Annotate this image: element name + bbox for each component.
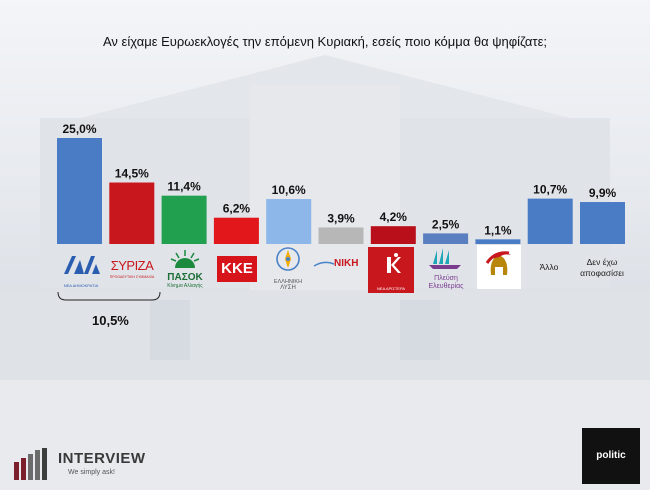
bar-value-label-10: 10,7%: [533, 183, 567, 197]
bar-value-label-11: 9,9%: [589, 186, 617, 200]
pasok-logo: ΠΑΣΟΚ Κίνημα Αλλαγής: [162, 248, 208, 289]
nd-logo: ΝΕΑ ΔΗΜΟΚΡΑΤΙΑ: [58, 250, 104, 288]
syriza-sublabel: ΠΡΟΟΔΕΥΤΙΚΗ ΣΥΜΜΑΧΙΑ: [109, 275, 155, 279]
nea-aristera-sublabel: ΝΕΑ ΑΡΙΣΤΕΡΑ: [377, 286, 405, 291]
interview-tagline: We simply ask!: [68, 469, 115, 476]
niki-logo: ΝΙΚΗ: [312, 254, 366, 274]
nea-aristera-icon: [387, 253, 401, 273]
bar-8: [423, 233, 469, 244]
bar-value-label-2: 14,5%: [115, 167, 149, 181]
elliniki-lysi-line1: ΕΛΛΗΝΙΚΗ: [273, 279, 303, 285]
ship-icon: [429, 248, 461, 269]
bar-value-label-6: 3,9%: [327, 211, 355, 225]
bar-value-label-3: 11,4%: [167, 180, 201, 194]
bar-5: [266, 199, 312, 244]
bar-11: [580, 202, 625, 244]
syriza-logo: ΣΥΡΙΖΑ ΠΡΟΟΔΕΥΤΙΚΗ ΣΥΜΜΑΧΙΑ: [108, 258, 156, 288]
politic-name: politic: [596, 450, 626, 461]
allo-text: Άλλο: [539, 262, 559, 272]
bar-6: [318, 227, 364, 244]
plefsi-line2: Ελευθερίας: [428, 282, 464, 290]
bar-value-label-8: 2,5%: [432, 217, 460, 231]
bar-10: [527, 198, 573, 244]
bar-2: [109, 182, 155, 244]
bar-9: [475, 239, 521, 244]
pasok-sun-icon: [170, 250, 200, 268]
interview-bars-icon: [14, 448, 47, 480]
plefsi-line1: Πλεύση: [434, 275, 458, 282]
bar-value-label-9: 1,1%: [484, 223, 512, 237]
undecided-line1: Δεν έχω: [586, 257, 618, 267]
niki-swoosh-icon: [313, 261, 335, 267]
bar-value-label-7: 4,2%: [380, 210, 408, 224]
undecided-line2: αποφασίσει: [580, 267, 624, 278]
elliniki-lysi-line2: ΛΥΣΗ: [280, 285, 296, 291]
elliniki-lysi-logo: ΕΛΛΗΝΙΚΗ ΛΥΣΗ: [266, 246, 310, 294]
undecided-label: Δεν έχω αποφασίσει: [574, 257, 630, 278]
bar-3: [161, 195, 207, 244]
pasok-name: ΠΑΣΟΚ: [167, 272, 203, 283]
allo-label: Άλλο: [527, 262, 571, 273]
nd-logo-icon: [64, 256, 100, 274]
kke-name: ΚΚΕ: [221, 260, 253, 277]
syriza-name: ΣΥΡΙΖΑ: [110, 258, 154, 273]
bar-value-label-1: 25,0%: [62, 122, 96, 136]
niki-name: ΝΙΚΗ: [334, 258, 359, 269]
bar-7: [370, 226, 416, 244]
compass-icon: [276, 247, 300, 271]
nd-sublabel: ΝΕΑ ΔΗΜΟΚΡΑΤΙΑ: [63, 283, 99, 288]
bar-1: [57, 138, 102, 244]
bar-value-label-4: 6,2%: [223, 202, 251, 216]
bar-value-label-5: 10,6%: [272, 183, 306, 197]
combined-percentage-label: 10,5%: [92, 313, 129, 328]
interview-logo: INTERVIEW We simply ask!: [12, 448, 182, 482]
chart-title: Αν είχαμε Ευρωεκλογές την επόμενη Κυριακ…: [103, 34, 547, 49]
kke-logo: ΚΚΕ: [217, 256, 257, 282]
plefsi-logo: Πλεύση Ελευθερίας: [421, 246, 471, 296]
nea-aristera-logo: ΝΕΑ ΑΡΙΣΤΕΡΑ: [368, 247, 414, 293]
spartiates-logo: [477, 245, 521, 289]
politic-logo: politic: [582, 428, 640, 484]
bar-4: [213, 217, 259, 244]
spartan-helmet-icon: [485, 251, 511, 275]
interview-name: INTERVIEW: [58, 450, 146, 467]
pasok-sublabel: Κίνημα Αλλαγής: [167, 283, 203, 289]
